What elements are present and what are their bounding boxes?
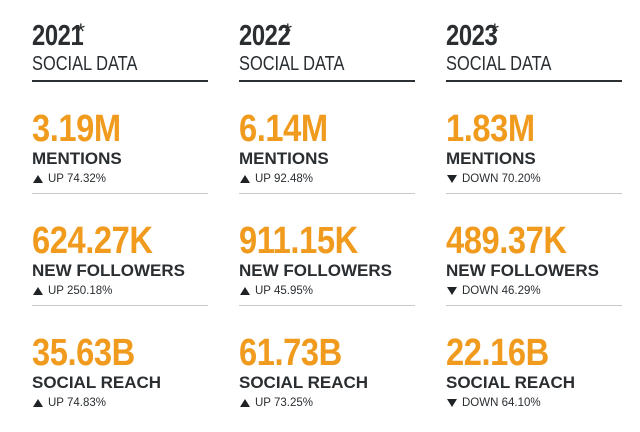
year-line: 2022 * [239,20,415,52]
stat-block-mentions: 3.19M MENTIONS UP 74.32% [32,82,208,194]
stat-change-text: UP 74.32% [48,173,106,185]
stat-change-text: DOWN 70.20% [462,173,541,185]
stat-change: UP 74.32% [32,171,208,187]
stat-label: NEW FOLLOWERS [239,261,392,280]
column-header: 2022 * SOCIAL DATA [239,20,415,82]
stat-label: SOCIAL REACH [239,373,369,392]
year-column-2023: 2023 * SOCIAL DATA 1.83M MENTIONS DOWN 7… [446,20,622,420]
stat-change-text: UP 250.18% [48,285,113,297]
social-data-grid: 2021 * SOCIAL DATA 3.19M MENTIONS UP 74.… [32,20,622,420]
stat-change-text: UP 92.48% [255,173,313,185]
stat-change: UP 250.18% [32,283,208,299]
down-triangle-icon [447,399,457,407]
stat-change: DOWN 70.20% [446,171,622,187]
stat-change: DOWN 64.10% [446,395,622,411]
stat-value: 489.37K [446,220,567,262]
column-header: 2021 * SOCIAL DATA [32,20,208,82]
up-triangle-icon [240,399,250,407]
column-subtitle: SOCIAL DATA [446,53,552,75]
stat-label: NEW FOLLOWERS [446,261,599,280]
stat-block-social-reach: 61.73B SOCIAL REACH UP 73.25% [239,306,415,418]
year-line: 2021 * [32,20,208,52]
stat-value: 1.83M [446,108,535,150]
asterisk-mark: * [76,19,86,44]
down-triangle-icon [447,175,457,183]
stat-value: 911.15K [239,220,358,262]
up-triangle-icon [33,175,43,183]
stat-block-mentions: 6.14M MENTIONS UP 92.48% [239,82,415,194]
year-line: 2023 * [446,20,622,52]
up-triangle-icon [240,287,250,295]
stat-block-new-followers: 911.15K NEW FOLLOWERS UP 45.95% [239,194,415,306]
stat-value: 3.19M [32,108,121,150]
column-header: 2023 * SOCIAL DATA [446,20,622,82]
asterisk-mark: * [283,19,293,44]
stat-value: 624.27K [32,220,153,262]
year-column-2022: 2022 * SOCIAL DATA 6.14M MENTIONS UP 92.… [239,20,415,420]
stat-label: NEW FOLLOWERS [32,261,185,280]
stat-label: MENTIONS [32,149,122,168]
up-triangle-icon [33,399,43,407]
year-title: 2021 [32,20,84,52]
column-subtitle: SOCIAL DATA [239,53,345,75]
stat-change: UP 45.95% [239,283,415,299]
stat-block-social-reach: 35.63B SOCIAL REACH UP 74.83% [32,306,208,418]
stat-change-text: DOWN 46.29% [462,285,541,297]
year-title: 2022 [239,20,291,52]
stat-change-text: UP 73.25% [255,397,313,409]
stat-change: DOWN 46.29% [446,283,622,299]
stat-block-new-followers: 489.37K NEW FOLLOWERS DOWN 46.29% [446,194,622,306]
stat-change-text: DOWN 64.10% [462,397,541,409]
stat-block-new-followers: 624.27K NEW FOLLOWERS UP 250.18% [32,194,208,306]
asterisk-mark: * [490,19,500,44]
year-title: 2023 [446,20,498,52]
stat-value: 35.63B [32,332,135,374]
stat-label: SOCIAL REACH [446,373,576,392]
stat-block-social-reach: 22.16B SOCIAL REACH DOWN 64.10% [446,306,622,418]
year-column-2021: 2021 * SOCIAL DATA 3.19M MENTIONS UP 74.… [32,20,208,420]
stat-change: UP 73.25% [239,395,415,411]
stat-value: 22.16B [446,332,549,374]
stat-value: 61.73B [239,332,342,374]
stat-label: SOCIAL REACH [32,373,162,392]
stat-change: UP 74.83% [32,395,208,411]
stat-block-mentions: 1.83M MENTIONS DOWN 70.20% [446,82,622,194]
down-triangle-icon [447,287,457,295]
column-subtitle: SOCIAL DATA [32,53,138,75]
stat-change-text: UP 74.83% [48,397,106,409]
stat-value: 6.14M [239,108,328,150]
up-triangle-icon [240,175,250,183]
stat-label: MENTIONS [446,149,536,168]
stat-label: MENTIONS [239,149,329,168]
up-triangle-icon [33,287,43,295]
stat-change: UP 92.48% [239,171,415,187]
stat-change-text: UP 45.95% [255,285,313,297]
